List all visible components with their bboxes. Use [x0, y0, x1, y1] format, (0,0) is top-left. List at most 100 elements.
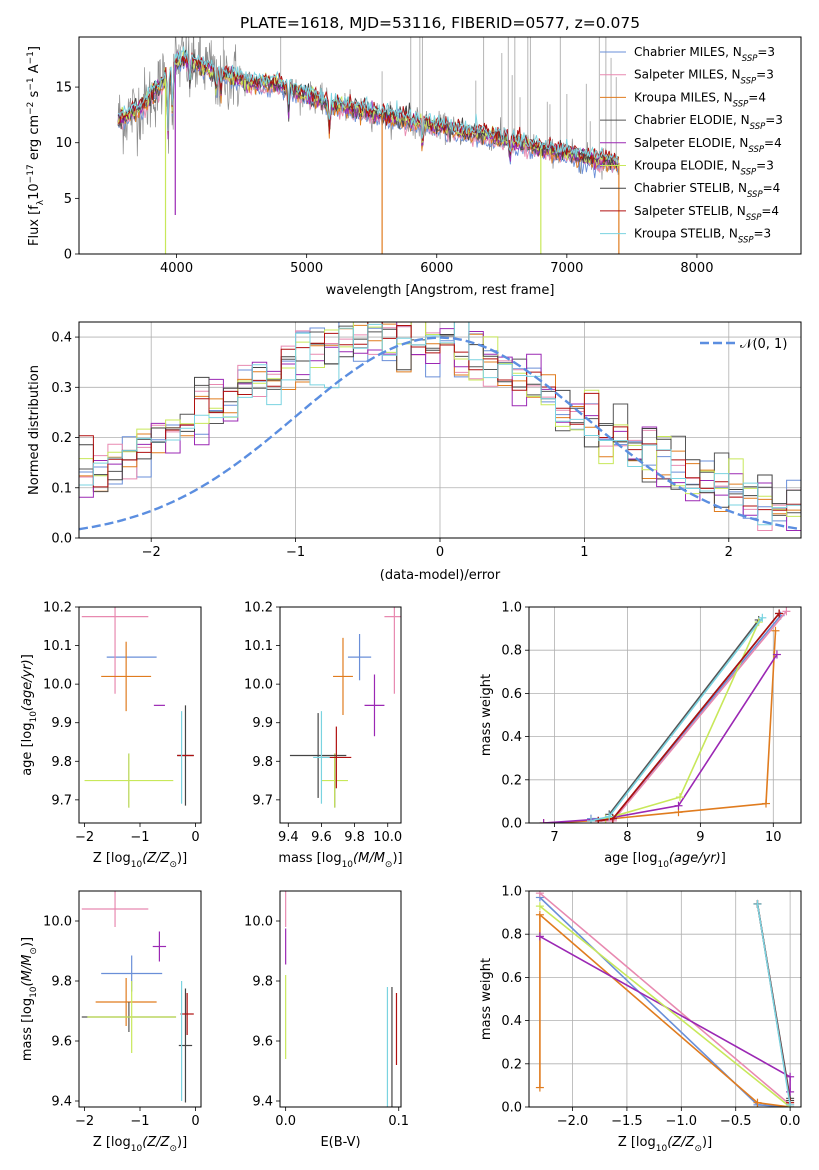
x-tick-label: −2.0 — [557, 1114, 589, 1129]
y-tick-label: 0.3 — [51, 381, 72, 396]
y-tick-label: 9.7 — [252, 793, 273, 808]
y-tick-label: 9.4 — [252, 1095, 273, 1110]
x-axis-label: (data-model)/error — [380, 568, 501, 583]
weight-line — [539, 935, 791, 1092]
x-tick-label: 9 — [696, 830, 704, 845]
y-tick-label: 9.9 — [252, 716, 273, 731]
y-tick-label: 0.8 — [501, 928, 522, 943]
legend-label: Salpeter STELIB, NSSP=4 — [634, 204, 779, 223]
axes-frame — [78, 606, 202, 824]
axes-frame — [78, 36, 802, 255]
axes-frame — [78, 890, 202, 1108]
x-tick-label: −2 — [75, 830, 94, 845]
y-tick-label: 9.8 — [252, 975, 273, 990]
y-axis-label: Normed distribution — [27, 365, 42, 495]
panel-8: −2.0 −1.5 −1.0 −0.5 0.0 0.0 0.2 0.4 0.6 0.8 1.0 Z [… — [479, 885, 802, 1154]
x-axis-label: Z [log10(Z/Z⊙)] — [618, 1135, 712, 1154]
weight-line — [608, 619, 760, 815]
x-tick-label: −1 — [286, 545, 305, 560]
x-tick-label: 6000 — [420, 261, 453, 276]
weight-line — [539, 913, 791, 1107]
x-axis-label: age [log10(age/yr)] — [604, 851, 726, 870]
y-tick-label: 0.2 — [501, 1057, 522, 1072]
legend-label: Salpeter MILES, NSSP=3 — [634, 68, 774, 87]
x-tick-label: −0.5 — [720, 1114, 752, 1129]
x-tick-label: 0.0 — [275, 1114, 296, 1129]
weight-line — [756, 903, 791, 1105]
plot-area — [535, 891, 795, 1107]
histogram-step — [79, 322, 801, 526]
panel-6: −2 −1 0 9.4 9.6 9.8 10.0 Z [log10(Z/Z⊙)] mass [l… — [20, 890, 202, 1154]
plot-area — [79, 322, 801, 531]
panel-1: 4000 5000 6000 7000 8000 0 5 10 15 Chabrier MILES… — [26, 36, 802, 298]
x-tick-label: 8000 — [680, 261, 713, 276]
y-tick-label: 0.6 — [501, 687, 522, 702]
x-tick-label: 2 — [725, 545, 733, 560]
y-axis-label: mass [log10(M/M⊙)] — [20, 937, 39, 1061]
y-tick-label: 1.0 — [501, 601, 522, 616]
panel-3: −2 −1 0 9.7 9.8 9.9 10.0 10.1 10.2 Z [log10(Z/Z⊙)… — [20, 601, 202, 870]
y-tick-label: 9.8 — [252, 755, 273, 770]
legend: 𝒩(0, 1) — [700, 337, 787, 352]
y-tick-label: 9.7 — [51, 793, 72, 808]
x-tick-label: −1 — [130, 1114, 149, 1129]
x-tick-label: 0 — [191, 830, 199, 845]
y-tick-label: 5 — [64, 192, 72, 207]
x-tick-label: 10.0 — [373, 830, 402, 845]
x-tick-label: 5000 — [290, 261, 323, 276]
y-tick-label: 9.6 — [51, 1035, 72, 1050]
x-tick-label: 4000 — [160, 261, 193, 276]
weight-line — [539, 896, 791, 1107]
legend-label: Salpeter ELODIE, NSSP=4 — [634, 136, 782, 155]
x-tick-label: −1.5 — [611, 1114, 643, 1129]
gaussian-curve — [79, 336, 801, 531]
figure-title: PLATE=1618, MJD=53116, FIBERID=0577, z=0… — [240, 14, 640, 32]
y-tick-label: 0.6 — [501, 971, 522, 986]
y-tick-label: 0.2 — [51, 431, 72, 446]
legend-label: Kroupa STELIB, NSSP=3 — [634, 227, 771, 246]
axes-frame — [279, 890, 402, 1108]
model-spectrum — [117, 46, 620, 167]
y-tick-label: 10.0 — [43, 915, 72, 930]
legend-label: 𝒩(0, 1) — [740, 337, 787, 352]
legend: Chabrier MILES, NSSP=3 Salpeter MILES, NS… — [600, 45, 783, 246]
plot-area — [539, 607, 791, 823]
y-tick-label: 10.0 — [244, 678, 273, 693]
y-tick-label: 10.0 — [244, 915, 273, 930]
x-axis-label: wavelength [Angstrom, rest frame] — [326, 283, 555, 298]
y-tick-label: 0.4 — [501, 1014, 522, 1029]
x-axis-label: Z [log10(Z/Z⊙)] — [93, 851, 187, 870]
y-tick-label: 10 — [55, 136, 72, 151]
legend-label: Kroupa ELODIE, NSSP=3 — [634, 159, 774, 178]
axes-frame — [528, 606, 802, 824]
y-tick-label: 10.1 — [244, 639, 273, 654]
axes-frame — [78, 321, 802, 539]
panel-7: 0.0 0.1 9.4 9.6 9.8 10.0 E(B-V) — [244, 890, 409, 1150]
y-tick-label: 9.9 — [51, 716, 72, 731]
y-tick-label: 9.8 — [51, 975, 72, 990]
y-tick-label: 15 — [55, 81, 72, 96]
y-axis-label: age [log10(age/yr)] — [20, 654, 39, 776]
y-tick-label: 10.2 — [244, 601, 273, 616]
legend-label: Chabrier STELIB, NSSP=4 — [634, 181, 780, 200]
x-tick-label: 0 — [191, 1114, 199, 1129]
y-axis-label: mass weight — [479, 958, 494, 1040]
y-tick-label: 10.2 — [43, 601, 72, 616]
y-tick-label: 0 — [64, 248, 72, 263]
y-tick-label: 9.6 — [252, 1035, 273, 1050]
y-tick-label: 0.4 — [51, 331, 72, 346]
x-tick-label: −2 — [75, 1114, 94, 1129]
x-tick-label: 0.1 — [388, 1114, 409, 1129]
x-tick-label: 7000 — [550, 261, 583, 276]
y-axis-label: Flux [fλ10−17 erg cm−2 s−1 A−1] — [26, 46, 46, 246]
x-tick-label: 7 — [550, 830, 558, 845]
x-tick-label: 0 — [436, 545, 444, 560]
legend-label: Chabrier MILES, NSSP=3 — [634, 45, 775, 64]
weight-line — [539, 892, 791, 1107]
x-axis-label: Z [log10(Z/Z⊙)] — [93, 1135, 187, 1154]
x-tick-label: 10 — [765, 830, 782, 845]
weight-line — [543, 654, 778, 823]
y-tick-label: 9.8 — [51, 755, 72, 770]
x-tick-label: −1 — [130, 830, 149, 845]
legend-label: Chabrier ELODIE, NSSP=3 — [634, 113, 783, 132]
